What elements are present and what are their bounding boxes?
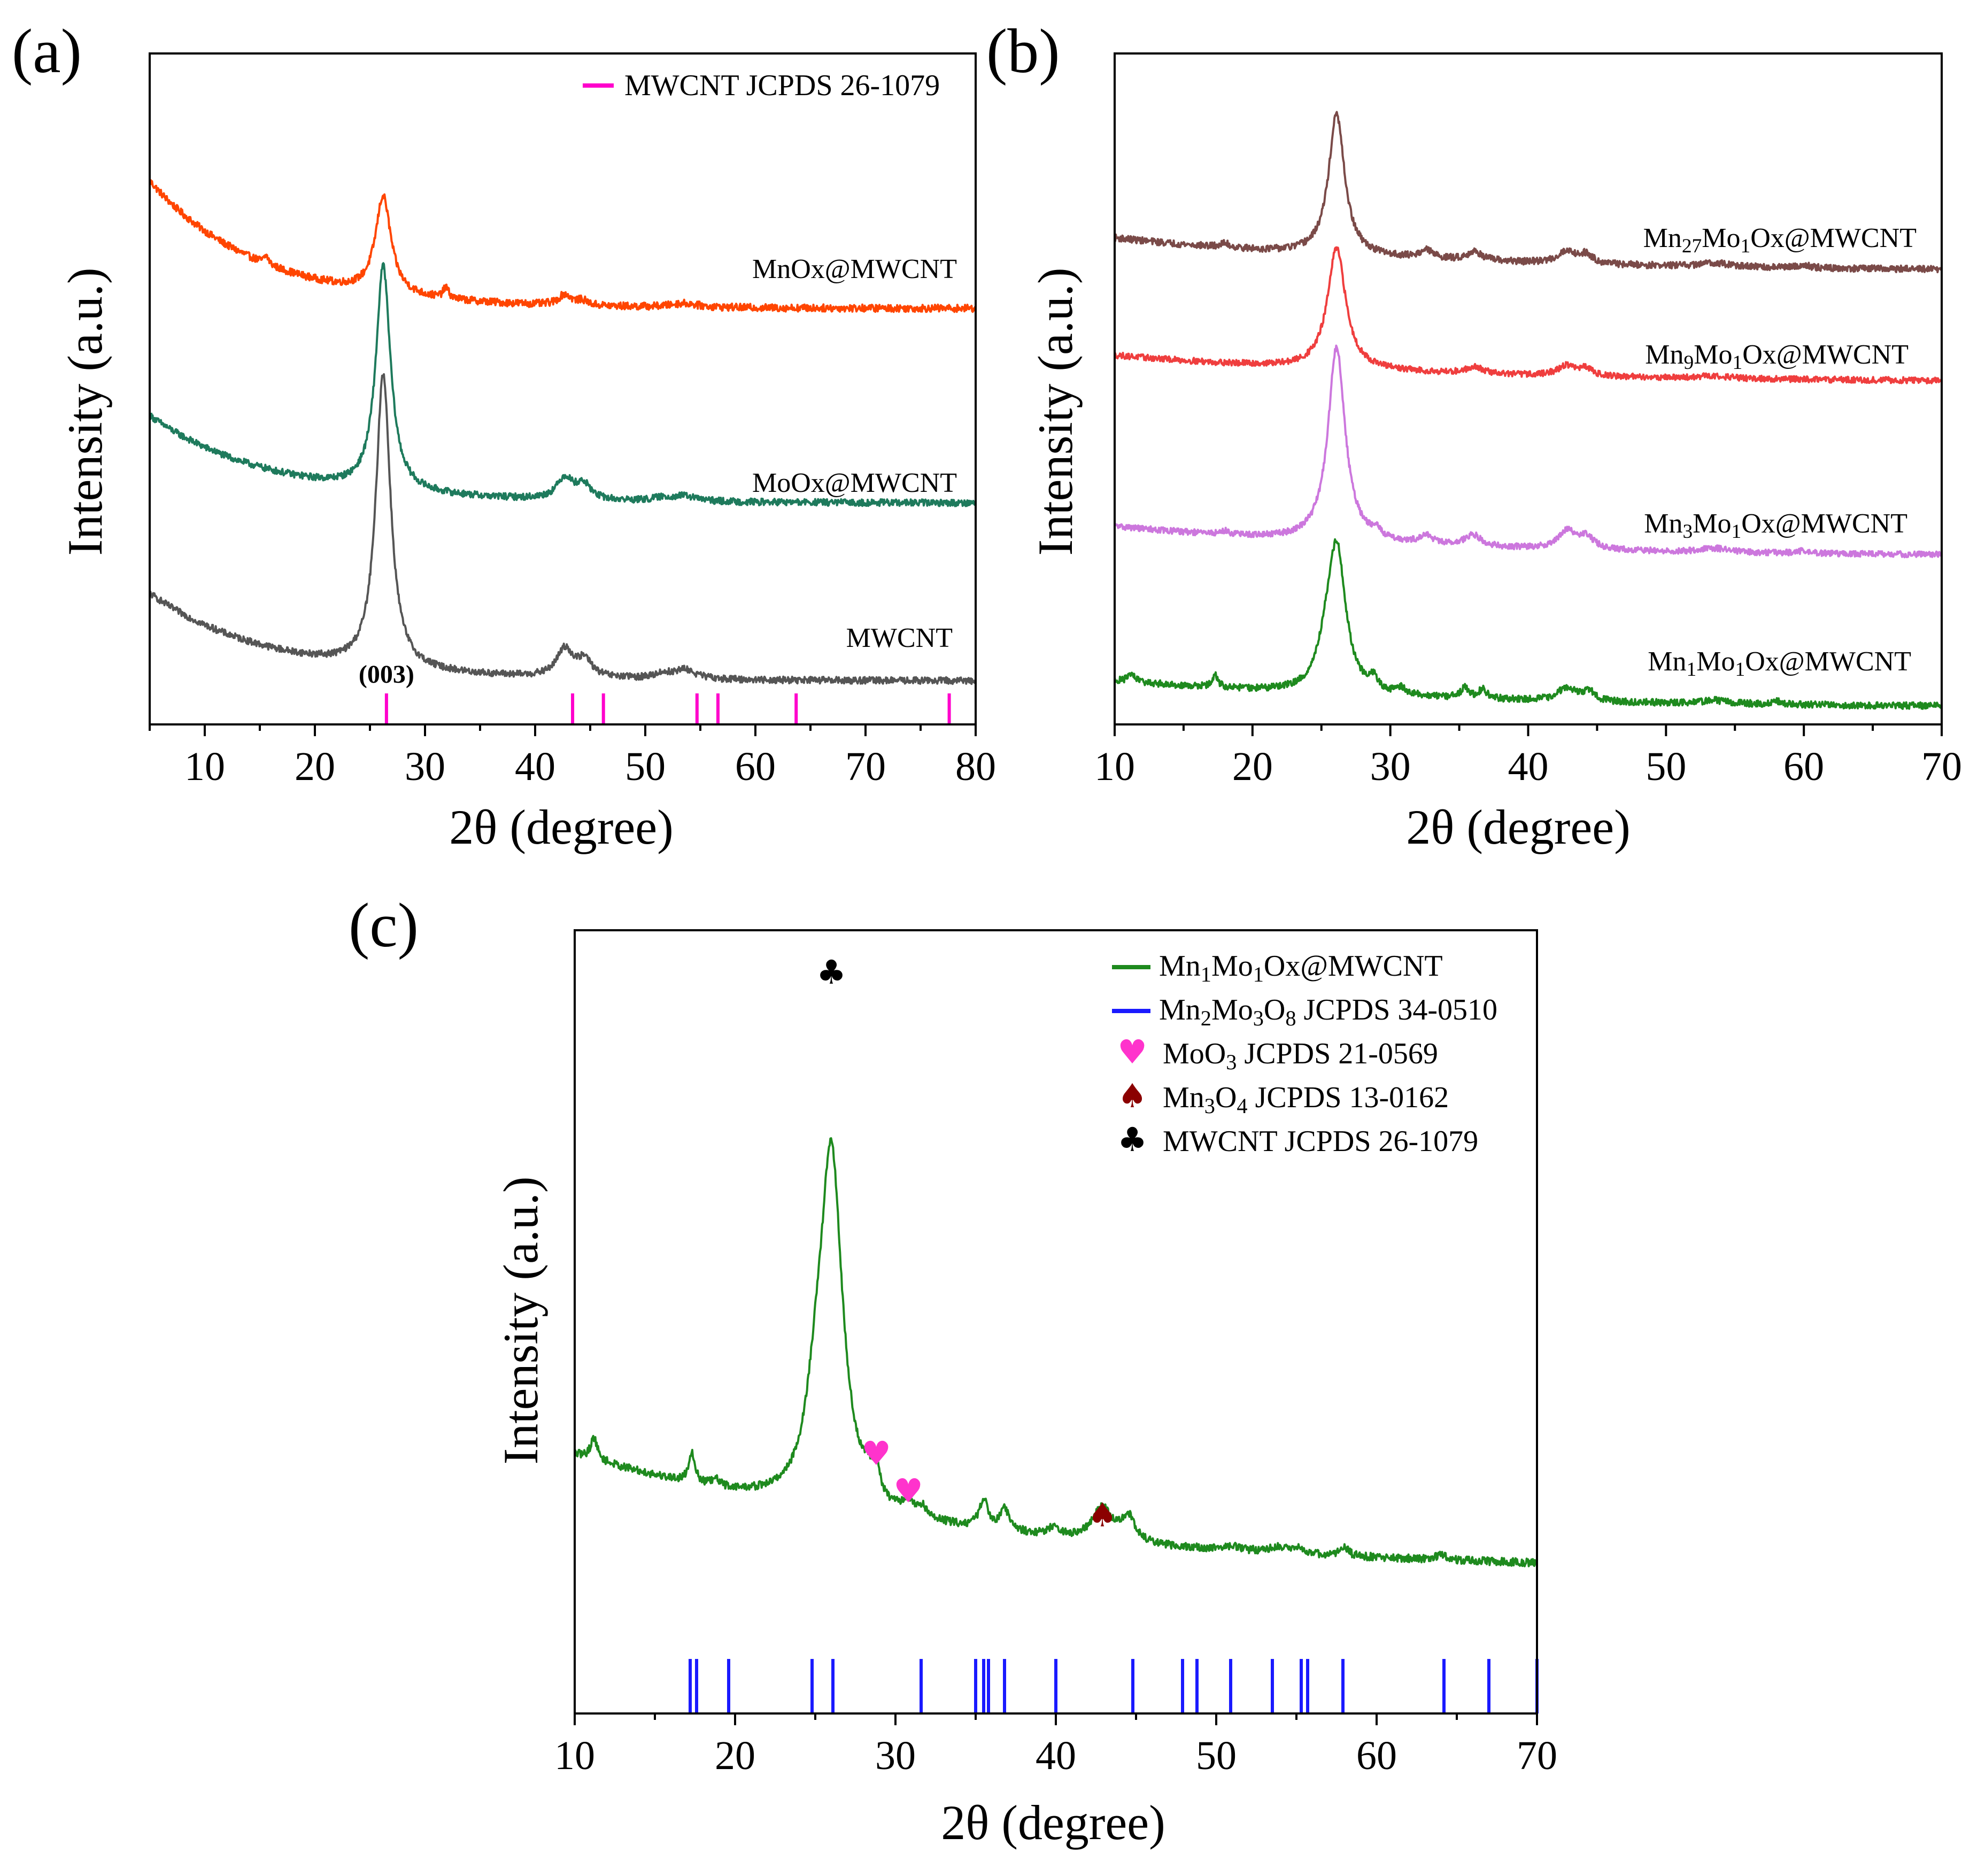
series-trace-Mn1Mo1Ox@MWCNT <box>1114 538 1943 710</box>
panel-a-label: (a) <box>12 16 82 86</box>
panel-c-label: (c) <box>349 890 419 960</box>
series-label-Mn3Mo1Ox@MWCNT: Mn3Mo1Ox@MWCNT <box>1644 508 1907 543</box>
legend-symbol-club: ♣ <box>1117 1120 1147 1159</box>
x-tick-label: 60 <box>1783 744 1824 789</box>
x-tick-label: 70 <box>1517 1733 1557 1778</box>
series-trace-Mn3Mo1Ox@MWCNT <box>1114 344 1943 559</box>
series-trace-Mn9Mo1Ox@MWCNT <box>1114 246 1943 384</box>
x-tick-label: 40 <box>515 744 555 789</box>
x-tick-label: 30 <box>405 744 445 789</box>
series-label-Mn9Mo1Ox@MWCNT: Mn9Mo1Ox@MWCNT <box>1645 339 1909 374</box>
series-trace-Mn27Mo1Ox@MWCNT <box>1114 111 1943 274</box>
panel-a-y-axis-title: Intensity (a.u.) <box>58 267 112 555</box>
x-tick-label: 70 <box>845 744 886 789</box>
series-trace-MoOx@MWCNT <box>149 262 977 507</box>
legend-entry-label: MWCNT JCPDS 26-1079 <box>1163 1125 1478 1158</box>
x-tick-label: 50 <box>1196 1733 1237 1778</box>
panel-b-x-axis-title: 2θ (degree) <box>1406 800 1630 854</box>
panel-a-x-axis-title: 2θ (degree) <box>449 800 673 854</box>
x-tick-label: 50 <box>625 744 666 789</box>
hkl-label: (003) <box>359 660 414 689</box>
x-tick-label: 10 <box>184 744 225 789</box>
series-label-Mn27Mo1Ox@MWCNT: Mn27Mo1Ox@MWCNT <box>1643 223 1917 257</box>
series-label-MoOx@MWCNT: MoOx@MWCNT <box>752 468 957 498</box>
legend-entry-label: Mn2Mo3O8 JCPDS 34-0510 <box>1159 993 1497 1030</box>
x-tick-label: 30 <box>875 1733 916 1778</box>
legend-symbol-spade: ♠ <box>1117 1076 1147 1115</box>
panel-a-plot-area: (003) 10 20 30 40 50 60 70 80 MnOx@MWCNT MoOx@MWCN… <box>149 52 996 789</box>
legend-entry-label: Mn3O4 JCPDS 13-0162 <box>1163 1081 1449 1118</box>
x-tick-label: 40 <box>1508 744 1549 789</box>
series-trace-Mn1Mo1Ox@MWCNT <box>574 1137 1538 1568</box>
x-tick-label: 20 <box>1232 744 1273 789</box>
x-tick-label: 60 <box>735 744 776 789</box>
panel-a-legend-label: MWCNT JCPDS 26-1079 <box>624 69 940 102</box>
panel-c: (c) Intensity (a.u.) 2θ (degree) 10 20 30 4… <box>349 890 1557 1850</box>
plot-frame <box>149 52 977 725</box>
panel-c-y-axis-title: Intensity (a.u.) <box>493 1176 548 1464</box>
x-tick-label: 50 <box>1646 744 1686 789</box>
x-tick-label: 80 <box>955 744 996 789</box>
phase-marker-club: ♣ <box>816 953 846 992</box>
panel-a: (a) Intensity (a.u.) 2θ (degree) (003) 10… <box>12 16 996 854</box>
x-tick-label: 20 <box>715 1733 755 1778</box>
panel-c-plot-area: 10 20 30 40 50 60 70♣♥♥♠ <box>554 929 1557 1778</box>
series-trace-MWCNT <box>149 373 977 685</box>
x-tick-label: 10 <box>554 1733 595 1778</box>
series-label-Mn1Mo1Ox@MWCNT: Mn1Mo1Ox@MWCNT <box>1648 646 1911 681</box>
x-tick-label: 70 <box>1921 744 1962 789</box>
phase-marker-heart: ♥ <box>861 1434 891 1473</box>
series-label-MnOx@MWCNT: MnOx@MWCNT <box>752 254 957 284</box>
panel-b: (b) Intensity (a.u.) 2θ (degree) 10 20 30 4… <box>986 16 1962 854</box>
series-trace-MnOx@MWCNT <box>149 179 977 313</box>
panel-b-y-axis-title: Intensity (a.u.) <box>1028 267 1083 555</box>
panel-b-label: (b) <box>986 16 1060 86</box>
panel-c-x-axis-title: 2θ (degree) <box>941 1795 1165 1850</box>
legend-symbol-heart: ♥ <box>1117 1032 1147 1071</box>
x-tick-label: 30 <box>1370 744 1411 789</box>
phase-marker-spade: ♠ <box>1087 1495 1117 1534</box>
phase-marker-heart: ♥ <box>893 1471 923 1510</box>
x-tick-label: 40 <box>1036 1733 1076 1778</box>
x-tick-label: 60 <box>1356 1733 1397 1778</box>
legend-entry-label: Mn1Mo1Ox@MWCNT <box>1159 949 1443 986</box>
x-tick-label: 10 <box>1094 744 1135 789</box>
panel-c-legend: Mn1Mo1Ox@MWCNT Mn2Mo3O8 JCPDS 34-0510 ♥ MoO… <box>1112 949 1497 1159</box>
legend-entry-label: MoO3 JCPDS 21-0569 <box>1163 1037 1438 1074</box>
series-label-MWCNT: MWCNT <box>846 623 953 653</box>
panel-b-plot-area: 10 20 30 40 50 60 70 Mn27Mo1Ox@MWCNT Mn9Mo1Ox@MW… <box>1094 52 1962 789</box>
panel-a-legend: MWCNT JCPDS 26-1079 <box>583 69 940 102</box>
x-tick-label: 20 <box>295 744 335 789</box>
